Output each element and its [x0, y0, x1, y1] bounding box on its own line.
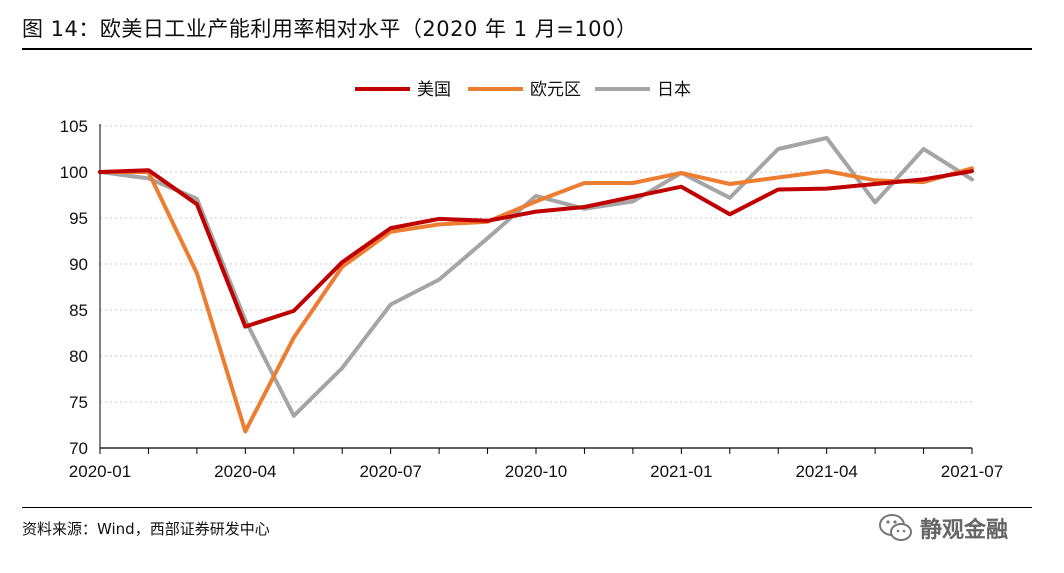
x-tick-label: 2021-04: [795, 462, 857, 481]
series-line-eurozone: [98, 166, 974, 434]
x-tick-label: 2020-07: [359, 462, 421, 481]
legend-label: 欧元区: [530, 80, 581, 100]
source-note: 资料来源：Wind，西部证券研发中心: [22, 520, 270, 538]
watermark-text: 静观金融: [920, 518, 1009, 543]
y-tick-label: 75: [69, 393, 88, 412]
y-tick-label: 80: [69, 347, 88, 366]
y-tick-label: 90: [69, 255, 88, 274]
y-tick-label: 95: [69, 209, 88, 228]
top-rule: [22, 48, 1032, 50]
y-tick-label: 105: [60, 117, 88, 136]
legend-label: 日本: [657, 80, 691, 100]
y-tick-label: 70: [69, 439, 88, 458]
figure-title: 图 14：欧美日工业产能利用率相对水平（2020 年 1 月=100）: [22, 17, 638, 41]
line-chart: 70 75 80 85 90 95 100 105 2020-01 2020-04 2020-07 2…: [60, 80, 1004, 481]
y-tick-label: 85: [69, 301, 88, 320]
x-tick-label: 2020-01: [69, 462, 131, 481]
series-line-us: [98, 168, 974, 329]
legend-label: 美国: [417, 80, 451, 100]
x-tick-label: 2021-07: [941, 462, 1003, 481]
series-line-japan: [98, 136, 974, 418]
x-tick-label: 2020-10: [505, 462, 567, 481]
x-tick-label: 2020-04: [214, 462, 276, 481]
watermark: 静观金融: [878, 508, 1008, 548]
wechat-icon: [879, 514, 912, 541]
x-tick-label: 2021-01: [650, 462, 712, 481]
y-tick-label: 100: [60, 163, 88, 182]
bottom-rule: [22, 507, 1032, 508]
